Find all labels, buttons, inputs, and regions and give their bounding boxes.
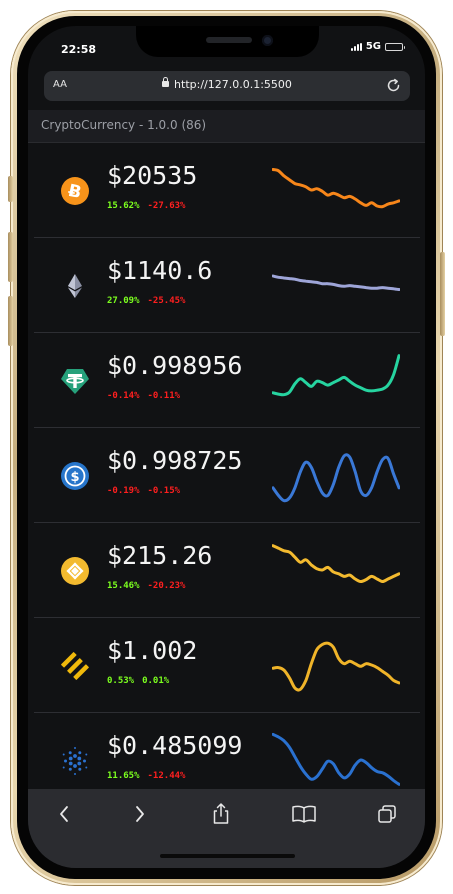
phone-screen: 22:58 5G AA http://127.0.0.1:5500 Crypto… [28, 26, 425, 868]
browser-toolbar [28, 789, 425, 868]
usdcoin-icon: $ [60, 461, 90, 491]
change-primary: 0.53% [107, 676, 135, 686]
chevron-right-icon [136, 806, 144, 822]
change-secondary: -0.15% [147, 486, 181, 496]
network-label: 5G [365, 41, 381, 52]
coin-price: $1.002 [107, 636, 198, 665]
url-display[interactable]: http://127.0.0.1:5500 [44, 77, 410, 91]
coin-changes: -0.19% -0.15% [107, 486, 188, 496]
change-primary: -0.19% [107, 486, 140, 496]
app-title: CryptoCurrency - 1.0.0 (86) [41, 118, 207, 132]
sparkline-path [272, 732, 400, 786]
reload-icon[interactable] [385, 77, 402, 94]
change-primary: -0.14% [107, 391, 140, 401]
sparkline-path [272, 168, 400, 209]
coin-changes: -0.14% -0.11% [107, 391, 188, 401]
coin-changes: 11.65% -12.44% [107, 771, 193, 781]
home-indicator [160, 854, 295, 858]
back-button[interactable] [47, 801, 81, 827]
sparkline-path [272, 544, 400, 584]
change-secondary: -27.63% [147, 201, 186, 211]
sparkline-chart [272, 544, 400, 584]
share-button[interactable] [204, 801, 238, 827]
binancecoin-icon [60, 556, 90, 586]
signal-icon [350, 42, 362, 51]
change-secondary: -20.23% [147, 581, 186, 591]
coin-price: $215.26 [107, 541, 213, 570]
svg-text:$: $ [70, 470, 79, 485]
reader-button[interactable]: AA [53, 79, 67, 90]
change-secondary: 0.01% [142, 676, 170, 686]
tabs-button[interactable] [370, 801, 404, 827]
cardano-icon [60, 746, 90, 776]
app-header: CryptoCurrency - 1.0.0 (86) [28, 110, 425, 143]
change-secondary: -12.44% [147, 771, 186, 781]
change-primary: 15.62% [107, 201, 140, 211]
front-camera [262, 35, 273, 46]
coin-row[interactable]: $1.002 0.53% 0.01% [34, 618, 420, 713]
volume-up-button [8, 232, 13, 282]
coin-row[interactable]: $215.26 15.46% -20.23% [34, 523, 420, 618]
chevron-left-icon [60, 806, 68, 822]
share-icon [213, 803, 229, 824]
sparkline-chart [272, 732, 400, 786]
sparkline-chart [272, 274, 400, 291]
coin-price: $0.998725 [107, 446, 243, 475]
coin-price: $20535 [107, 161, 198, 190]
battery-icon [385, 42, 405, 51]
coin-changes: 15.62% -27.63% [107, 201, 193, 211]
change-primary: 15.46% [107, 581, 140, 591]
coin-changes: 27.09% -25.45% [107, 296, 193, 306]
sparkline-chart [272, 168, 400, 209]
ethereum-icon [60, 271, 90, 301]
coin-row[interactable]: Ƀ $20535 15.62% -27.63% [34, 143, 420, 238]
coin-list: Ƀ $20535 15.62% -27.63% $1140.6 27.09% -25.45%… [34, 143, 420, 808]
address-bar[interactable]: AA http://127.0.0.1:5500 [44, 71, 410, 101]
coin-changes: 15.46% -20.23% [107, 581, 193, 591]
sparkline-chart [272, 453, 400, 503]
coin-row[interactable]: $0.998956 -0.14% -0.11% [34, 333, 420, 428]
sparkline-path [272, 453, 400, 503]
svg-text:Ƀ: Ƀ [66, 181, 83, 203]
sparkline-path [272, 354, 400, 397]
coin-row[interactable]: $ $0.998725 -0.19% -0.15% [34, 428, 420, 523]
forward-button[interactable] [123, 801, 157, 827]
binanceusd-icon [60, 651, 90, 681]
status-time: 22:58 [61, 43, 97, 56]
bookmarks-button[interactable] [287, 801, 321, 827]
power-button [440, 252, 445, 336]
url-text: http://127.0.0.1:5500 [174, 78, 292, 91]
coin-changes: 0.53% 0.01% [107, 676, 177, 686]
silent-switch [8, 176, 13, 202]
lock-icon [162, 77, 170, 87]
bitcoin-icon: Ƀ [60, 176, 90, 206]
sparkline-path [272, 641, 400, 692]
coin-price: $0.485099 [107, 731, 243, 760]
change-primary: 27.09% [107, 296, 140, 306]
tabs-icon [378, 805, 396, 823]
sparkline-chart [272, 354, 400, 397]
volume-down-button [8, 296, 13, 346]
change-primary: 11.65% [107, 771, 140, 781]
change-secondary: -0.11% [147, 391, 181, 401]
coin-price: $0.998956 [107, 351, 243, 380]
sparkline-path [272, 274, 400, 291]
coin-row[interactable]: $1140.6 27.09% -25.45% [34, 238, 420, 333]
coin-price: $1140.6 [107, 256, 213, 285]
sparkline-chart [272, 641, 400, 692]
status-indicators: 5G [350, 41, 405, 52]
change-secondary: -25.45% [147, 296, 186, 306]
speaker-grille [206, 37, 252, 43]
tether-icon [60, 366, 90, 396]
book-icon [292, 805, 316, 823]
